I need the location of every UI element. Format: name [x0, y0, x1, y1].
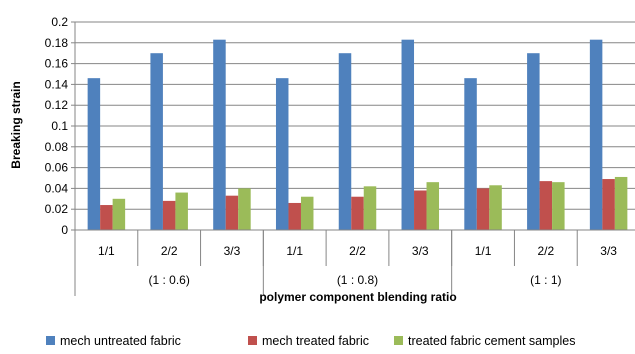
y-axis-title: Breaking strain [9, 81, 23, 168]
x-tick-label: 1/1 [286, 244, 303, 258]
bar [477, 188, 490, 230]
x-axis-title: polymer component blending ratio [259, 290, 456, 304]
bar [88, 78, 101, 230]
legend-swatch [46, 336, 55, 345]
y-tick-label: 0.14 [45, 77, 69, 91]
bar [113, 199, 126, 230]
bar [464, 78, 477, 230]
y-tick-label: 0 [61, 223, 68, 237]
y-tick-label: 0.02 [45, 202, 69, 216]
group-label: (1 : 0.6) [148, 273, 189, 287]
legend-label: mech treated fabric [262, 334, 369, 348]
bar [213, 40, 226, 230]
bar [427, 182, 440, 230]
bars [88, 40, 628, 230]
bar [402, 40, 415, 230]
bar [364, 186, 377, 230]
bar [226, 196, 239, 230]
y-tick-label: 0.08 [45, 140, 69, 154]
x-tick-label: 2/2 [349, 244, 366, 258]
bar [276, 78, 289, 230]
x-tick-label: 3/3 [600, 244, 617, 258]
bar [602, 179, 615, 230]
bar [238, 188, 251, 230]
group-label: (1 : 1) [530, 273, 561, 287]
x-tick-label: 2/2 [537, 244, 554, 258]
bar [288, 203, 301, 230]
bar [150, 53, 163, 230]
y-tick-label: 0.1 [51, 119, 68, 133]
legend-swatch [394, 336, 403, 345]
legend-label: treated fabric cement samples [408, 334, 575, 348]
bar [351, 197, 364, 230]
legend-label: mech untreated fabric [60, 334, 181, 348]
x-tick-label: 1/1 [98, 244, 115, 258]
x-tick-label: 3/3 [412, 244, 429, 258]
legend: mech untreated fabric mech treated fabric… [46, 334, 575, 348]
bar [414, 190, 427, 230]
y-tick-label: 0.2 [51, 15, 68, 29]
x-tick-label: 2/2 [161, 244, 178, 258]
y-tick-label: 0.16 [45, 57, 69, 71]
legend-swatch [248, 336, 257, 345]
y-tick-label: 0.18 [45, 36, 69, 50]
bar [615, 177, 628, 230]
y-tick-label: 0.04 [45, 181, 69, 195]
bar [100, 205, 113, 230]
bar [527, 53, 540, 230]
bar [301, 197, 314, 230]
group-label: (1 : 0.8) [337, 273, 378, 287]
x-tick-label: 1/1 [475, 244, 492, 258]
y-tick-label: 0.12 [45, 98, 69, 112]
bar [540, 181, 553, 230]
bar [163, 201, 176, 230]
bar [590, 40, 603, 230]
bar [552, 182, 565, 230]
bar [175, 193, 188, 230]
x-tick-label: 3/3 [224, 244, 241, 258]
bar [339, 53, 352, 230]
y-tick-label: 0.06 [45, 161, 69, 175]
bar [489, 185, 502, 230]
